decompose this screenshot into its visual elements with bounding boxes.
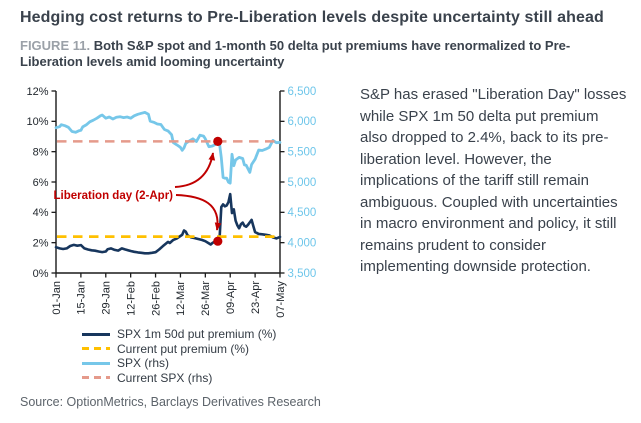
source-note: Source: OptionMetrics, Barclays Derivati…: [20, 395, 321, 409]
x-tick-label: 01-Jan: [51, 281, 63, 315]
figure-caption: FIGURE 11. Both S&P spot and 1-month 50 …: [20, 38, 630, 69]
y-left-tick-label: 6%: [33, 177, 49, 189]
x-tick-label: 09-Apr: [225, 281, 237, 314]
legend-label: Current put premium (%): [117, 341, 250, 356]
x-tick-label: 15-Jan: [76, 281, 88, 315]
y-right-tick-label: 5,500: [288, 146, 317, 158]
spx-line: [54, 110, 282, 185]
y-left-tick-label: 12%: [26, 86, 48, 98]
x-tick-label: 23-Apr: [250, 281, 262, 314]
x-tick-label: 12-Feb: [125, 281, 137, 316]
legend-item-spx: SPX (rhs): [82, 356, 342, 371]
legend-item-premium: SPX 1m 50d put premium (%): [82, 327, 342, 342]
legend-swatch-premium: [82, 332, 110, 336]
chart-axes: [55, 91, 281, 274]
legend-item-current_spx: Current SPX (rhs): [82, 371, 342, 386]
y-left-tick-label: 8%: [33, 146, 49, 158]
x-tick-label: 29-Jan: [101, 281, 113, 315]
y-right-tick-label: 6,500: [288, 86, 317, 98]
annotation-arrow-to-spx: [174, 152, 216, 188]
legend-swatch-current_premium: [82, 347, 110, 351]
legend-swatch-current_spx: [82, 376, 110, 380]
x-tick-label: 12-Mar: [175, 281, 187, 316]
figure-caption-text: Both S&P spot and 1-month 50 delta put p…: [20, 38, 571, 69]
liberation-day-marker: [213, 136, 223, 146]
y-left-tick-label: 2%: [33, 237, 49, 249]
y-right-tick-label: 3,500: [288, 268, 317, 280]
commentary-paragraph: S&P has erased "Liberation Day" losses w…: [360, 86, 627, 275]
y-right-tick-label: 5,000: [288, 177, 317, 189]
x-tick-label: 07-May: [275, 281, 287, 318]
chart-generated-content: 0% 2% 4% 6% 8% 10% 12% 3,500 4,000 4,500 5,000 5,50…: [26, 86, 316, 318]
chart-column: 0% 2% 4% 6% 8% 10% 12% 3,500 4,000 4,500 5,000 5,50…: [20, 84, 342, 409]
y-left-tick-label: 4%: [33, 207, 49, 219]
legend-label: SPX (rhs): [117, 356, 170, 371]
y-right-tick-label: 4,500: [288, 207, 317, 219]
page-title: Hedging cost returns to Pre-Liberation l…: [20, 9, 604, 26]
y-right-tick-label: 4,000: [288, 237, 317, 249]
liberation-day-marker: [213, 236, 223, 246]
x-tick-label: 26-Feb: [150, 281, 162, 316]
y-right-tick-label: 6,000: [288, 116, 317, 128]
figure-number-label: FIGURE 11.: [20, 38, 91, 53]
liberation-day-label: Liberation day (2-Apr): [54, 190, 174, 202]
chart-legend: SPX 1m 50d put premium (%) Current put pr…: [82, 327, 342, 385]
legend-item-current_premium: Current put premium (%): [82, 342, 342, 357]
legend-label: Current SPX (rhs): [117, 370, 213, 385]
legend-swatch-spx: [82, 361, 110, 365]
annotation-arrow-to-premium: [175, 194, 222, 231]
legend-label: SPX 1m 50d put premium (%): [117, 327, 277, 342]
y-left-tick-label: 10%: [26, 116, 48, 128]
spx-premium-chart: 0% 2% 4% 6% 8% 10% 12% 3,500 4,000 4,500 5,000 5,50…: [26, 86, 316, 318]
y-left-tick-label: 0%: [33, 268, 49, 280]
premium-line: [54, 192, 282, 255]
x-tick-label: 26-Mar: [200, 281, 212, 316]
content-row: 0% 2% 4% 6% 8% 10% 12% 3,500 4,000 4,500 5,000 5,50…: [20, 84, 630, 409]
